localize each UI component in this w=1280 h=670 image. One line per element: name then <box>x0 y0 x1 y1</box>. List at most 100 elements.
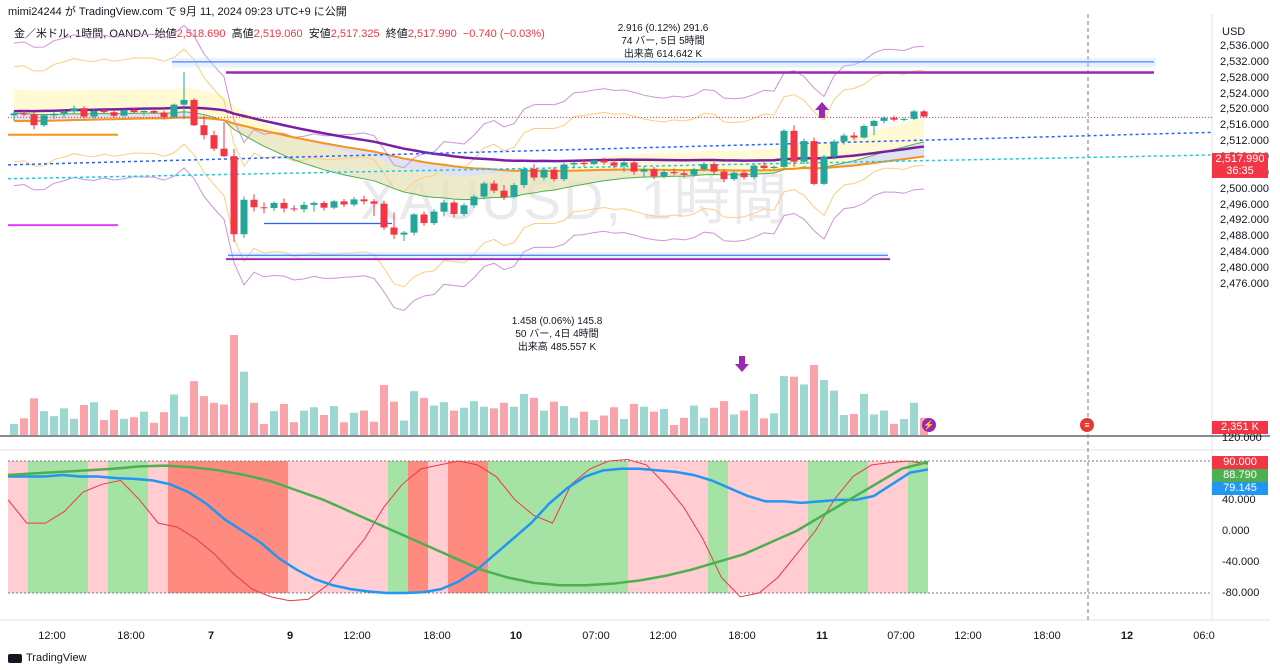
volume-bar <box>790 376 798 435</box>
time-tick-label: 12:00 <box>38 630 66 642</box>
symbol-ohlc-legend[interactable]: 金／米ドル, 1時間, OANDA 始値2,518.690 高値2,519.06… <box>14 25 545 41</box>
volume-bar <box>780 376 788 435</box>
volume-bar <box>80 405 88 435</box>
price-tick-label: 2,524.000 <box>1220 87 1269 100</box>
volume-bar <box>810 365 818 435</box>
volume-bar <box>610 407 618 435</box>
close-value: 2,517.990 <box>407 28 457 40</box>
last-price-badge: 2,517.990 <box>1212 153 1268 166</box>
candle-body <box>810 141 818 184</box>
time-tick-label: 07:00 <box>582 630 610 642</box>
volume-bar <box>800 384 808 435</box>
candle-body <box>780 130 788 167</box>
osc-background-block <box>408 461 428 593</box>
candle-body <box>310 202 318 205</box>
volume-bar <box>290 422 298 435</box>
volume-bar <box>510 406 518 435</box>
volume-bar <box>720 401 728 435</box>
volume-bar <box>140 411 148 435</box>
candle-body <box>60 111 68 114</box>
candle-body <box>140 110 148 113</box>
osc-level-badge: 90.000 <box>1212 456 1268 469</box>
volume-bar <box>840 415 848 435</box>
candle-body <box>340 201 348 205</box>
candle-body <box>520 168 528 186</box>
osc-background-block <box>648 461 708 593</box>
candle-body <box>450 202 458 215</box>
volume-bar <box>270 411 278 435</box>
time-tick-label: 12:00 <box>954 630 982 642</box>
candle-body <box>150 110 158 113</box>
candle-body <box>10 113 18 116</box>
volume-bar <box>150 422 158 435</box>
candle-body <box>430 211 438 224</box>
event-flash-icon[interactable]: ⚡ <box>922 418 936 432</box>
osc-background-block <box>628 461 648 593</box>
up-arrow-marker <box>815 102 829 118</box>
price-tick-label: 2,536.000 <box>1220 40 1269 52</box>
time-tick-label: 12 <box>1120 630 1134 642</box>
time-tick-label: 9 <box>286 630 294 642</box>
time-tick-label: 12:00 <box>649 630 677 642</box>
currency-label[interactable]: USD <box>1222 26 1246 38</box>
volume-bar <box>710 407 718 435</box>
osc-background-block <box>808 461 868 593</box>
measure-top-line1: 2.916 (0.12%) 291.6 <box>617 23 709 34</box>
candle-body <box>100 110 108 113</box>
price-tick-label: 2,500.000 <box>1220 182 1269 195</box>
volume-bar <box>890 423 898 435</box>
volume-bar <box>850 413 858 435</box>
cyan-trendline <box>7 154 1213 180</box>
volume-bar <box>640 406 648 435</box>
down-arrow-marker <box>735 356 749 372</box>
volume-badge: 2,351 K <box>1212 421 1268 434</box>
candle-body <box>890 117 898 120</box>
candle-body <box>710 164 718 172</box>
candle-body <box>860 126 868 138</box>
candle-body <box>490 183 498 191</box>
osc-tick-label: -80.000 <box>1222 587 1260 599</box>
candle-body <box>920 111 928 117</box>
time-tick-label: 07:00 <box>887 630 915 642</box>
volume-bar <box>680 417 688 435</box>
candle-body <box>410 214 418 233</box>
candle-body <box>210 135 218 149</box>
candle-body <box>770 166 778 169</box>
candle-body <box>20 113 28 115</box>
measure-bottom-line2: 50 バー, 4日 4時間 <box>515 329 599 340</box>
volume-bar <box>520 393 528 435</box>
volume-bar <box>100 420 108 435</box>
volume-bar <box>310 407 318 435</box>
measure-label-bottom: 1.458 (0.06%) 145.8 50 バー, 4日 4時間 出来高 48… <box>512 315 603 354</box>
volume-bar <box>130 417 138 435</box>
candle-body <box>850 135 858 138</box>
volume-bar <box>620 418 628 435</box>
measure-top-line2: 74 バー, 5日 5時間 <box>621 36 705 47</box>
osc-background-block <box>488 461 628 593</box>
candle-body <box>880 117 888 121</box>
volume-bar <box>750 393 758 435</box>
volume-bar <box>360 410 368 435</box>
tradingview-logo[interactable]: TradingView <box>8 652 87 664</box>
candle-body <box>290 208 298 210</box>
time-tick-label: 7 <box>207 630 215 642</box>
candle-body <box>350 199 358 205</box>
volume-bar <box>350 412 358 435</box>
us-flag-event-icon[interactable]: ≡ <box>1080 418 1094 432</box>
candle-body <box>70 108 78 112</box>
volume-bar <box>190 381 198 435</box>
candle-body <box>270 202 278 209</box>
time-tick-label: 10 <box>509 630 523 642</box>
volume-bar <box>870 414 878 435</box>
publish-credit: mimi24244 が TradingView.com で 9月 11, 202… <box>8 6 347 18</box>
volume-bar <box>210 402 218 435</box>
candle-body <box>320 202 328 208</box>
candle-body <box>170 104 178 117</box>
measure-top-line3: 出来高 614.642 K <box>623 49 703 60</box>
candle-body <box>360 199 368 202</box>
slow-ma-line <box>13 116 925 173</box>
candle-body <box>80 108 88 117</box>
candle-body <box>300 204 308 210</box>
osc-blue-line <box>8 467 929 595</box>
